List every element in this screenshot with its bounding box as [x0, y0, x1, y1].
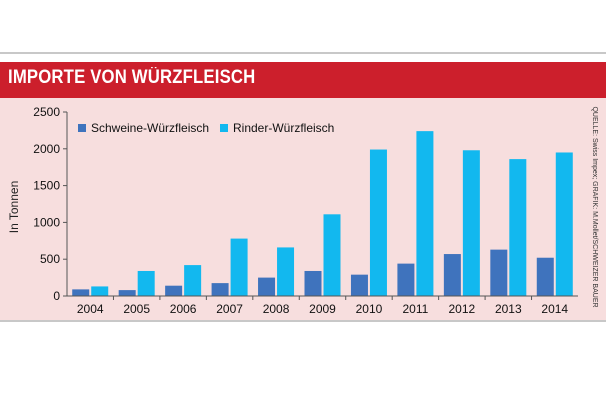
bar-rinder-2004 [91, 286, 109, 296]
x-tick-label: 2009 [309, 302, 336, 316]
chart-title: IMPORTE VON WÜRZFLEISCH [8, 67, 256, 88]
legend-swatch-schweine [78, 124, 86, 132]
bar-schweine-2008 [258, 277, 276, 296]
y-tick-label: 500 [40, 252, 60, 266]
source-credit: QUELLE: Swiss Impex; GRAFIK: M.Mollet/SC… [591, 106, 598, 307]
bar-rinder-2011 [416, 131, 434, 296]
bar-rinder-2009 [323, 214, 341, 296]
legend-label-schweine: Schweine-Würzfleisch [91, 121, 209, 135]
bar-rinder-2005 [137, 270, 155, 296]
bar-schweine-2011 [397, 263, 415, 296]
bar-rinder-2006 [184, 265, 202, 296]
y-tick-label: 1000 [33, 215, 60, 229]
bar-rinder-2008 [277, 247, 295, 296]
x-tick-label: 2010 [356, 302, 383, 316]
bar-schweine-2014 [536, 257, 554, 296]
x-tick-label: 2014 [541, 302, 568, 316]
bar-rinder-2013 [509, 159, 527, 296]
x-tick-label: 2013 [495, 302, 522, 316]
bar-rinder-2014 [555, 152, 573, 296]
y-tick-label: 0 [53, 289, 60, 303]
legend-swatch-rinder [220, 124, 228, 132]
y-axis-ticks: 0 500 1000 1500 2000 2500 [33, 105, 67, 303]
bar-schweine-2013 [490, 249, 508, 296]
x-tick-label: 2008 [263, 302, 290, 316]
bars [72, 131, 573, 296]
bar-schweine-2010 [350, 274, 368, 296]
bar-rinder-2012 [462, 150, 480, 296]
x-tick-label: 2004 [77, 302, 104, 316]
x-axis-ticks: 2004 2005 2006 2007 2008 2009 2010 2011 2012 2013… [77, 296, 568, 316]
title-bar: IMPORTE VON WÜRZFLEISCH [0, 62, 606, 98]
x-tick-label: 2006 [170, 302, 197, 316]
x-tick-label: 2007 [216, 302, 243, 316]
x-tick-label: 2005 [123, 302, 150, 316]
bar-schweine-2012 [443, 254, 461, 296]
bar-schweine-2006 [165, 285, 183, 296]
x-tick-label: 2012 [449, 302, 476, 316]
y-tick-label: 2500 [33, 105, 60, 119]
y-axis-label: In Tonnen [7, 181, 21, 234]
bottom-rule [0, 320, 606, 322]
legend-label-rinder: Rinder-Würzfleisch [233, 121, 334, 135]
bar-schweine-2004 [72, 289, 90, 296]
top-rule [0, 52, 606, 54]
bar-rinder-2010 [369, 149, 387, 296]
bar-rinder-2007 [230, 238, 248, 296]
y-tick-label: 1500 [33, 179, 60, 193]
x-tick-label: 2011 [403, 302, 429, 316]
bar-schweine-2009 [304, 270, 322, 296]
legend: Schweine-Würzfleisch Rinder-Würzfleisch [78, 121, 334, 135]
bar-schweine-2007 [211, 283, 229, 296]
bar-schweine-2005 [118, 290, 136, 296]
y-tick-label: 2000 [33, 142, 60, 156]
